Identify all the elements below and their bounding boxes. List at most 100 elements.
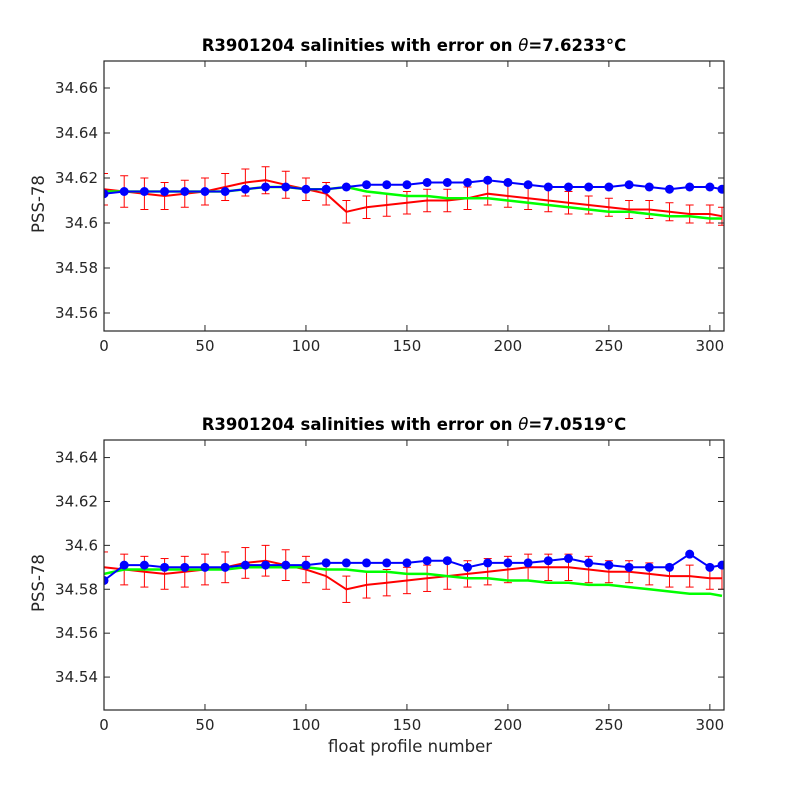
title-title-unit: °C — [606, 415, 626, 434]
data-point — [104, 575, 109, 585]
title-title-prefix: R3901204 salinities with error on — [202, 415, 519, 434]
x-tick-label: 300 — [696, 716, 725, 734]
y-tick-label: 34.6 — [65, 536, 98, 554]
data-point — [664, 562, 674, 572]
data-point — [685, 549, 695, 559]
x-tick-label: 0 — [99, 716, 109, 734]
data-layer — [104, 166, 724, 226]
y-tick-label: 34.56 — [55, 624, 98, 642]
title-title-prefix: R3901204 salinities with error on — [202, 36, 519, 55]
data-point — [543, 556, 553, 566]
data-point — [104, 189, 109, 199]
data-point — [644, 562, 654, 572]
data-point — [220, 562, 230, 572]
title-title-value: =7.6233 — [528, 36, 606, 55]
x-tick-label: 250 — [595, 337, 624, 355]
data-point — [402, 558, 412, 568]
data-point — [200, 562, 210, 572]
data-point — [220, 187, 230, 196]
data-point — [382, 558, 392, 568]
y-tick-label: 34.66 — [55, 79, 98, 97]
data-point — [160, 562, 170, 572]
data-point — [503, 558, 513, 568]
data-point — [382, 180, 392, 190]
data-point — [463, 562, 473, 572]
data-point — [261, 182, 271, 192]
data-point — [685, 182, 695, 192]
y-tick-label: 34.58 — [55, 580, 98, 598]
series-uncalibrated — [104, 175, 724, 199]
chart-title: R3901204 salinities with error on θ=7.05… — [202, 415, 627, 434]
x-tick-label: 150 — [393, 337, 422, 355]
data-point — [563, 182, 573, 192]
data-point — [200, 187, 210, 196]
chart-title: R3901204 salinities with error on θ=7.62… — [202, 36, 627, 55]
data-point — [523, 180, 533, 190]
data-point — [160, 187, 170, 196]
data-point — [362, 558, 372, 568]
data-point — [624, 562, 634, 572]
data-point — [240, 560, 250, 570]
x-tick-label: 250 — [595, 716, 624, 734]
data-point — [281, 182, 291, 192]
data-point — [180, 562, 190, 572]
y-tick-label: 34.6 — [65, 214, 98, 232]
data-point — [584, 182, 594, 192]
data-point — [463, 178, 473, 187]
x-tick-label: 150 — [393, 716, 422, 734]
y-tick-label: 34.56 — [55, 304, 98, 322]
data-point — [523, 558, 533, 568]
chart-panel-2: 0 50 100 150 200 250 300 34.54 34.56 34.58 34.6 34.… — [29, 415, 725, 756]
title-title-theta: θ — [518, 36, 528, 55]
data-point — [442, 178, 452, 187]
data-point — [281, 560, 291, 570]
data-point — [717, 560, 724, 570]
data-point — [604, 182, 614, 192]
data-point — [705, 562, 715, 572]
data-point — [483, 175, 493, 185]
data-layer — [104, 544, 724, 603]
title-title-unit: °C — [606, 36, 626, 55]
data-point — [664, 184, 674, 194]
data-point — [644, 182, 654, 192]
data-point — [624, 180, 634, 190]
data-point — [301, 184, 311, 194]
x-axis-label: float profile number — [328, 737, 492, 756]
data-point — [604, 560, 614, 570]
data-point — [321, 184, 331, 194]
data-point — [422, 178, 432, 187]
x-tick-label: 100 — [292, 716, 321, 734]
data-point — [341, 558, 351, 568]
data-point — [119, 560, 129, 570]
y-tick-label: 34.54 — [55, 668, 98, 686]
data-point — [321, 558, 331, 568]
chart-panel-1: 0 50 100 150 200 250 300 34.56 34.58 34.6 34.62 34.… — [29, 36, 725, 355]
y-axis-label: PSS-78 — [29, 175, 48, 233]
data-point — [503, 178, 513, 187]
y-tick-label: 34.62 — [55, 492, 98, 510]
axes-box — [103, 439, 725, 711]
title-title-value: =7.0519 — [528, 415, 606, 434]
data-point — [563, 554, 573, 564]
data-point — [362, 180, 372, 190]
data-point — [543, 182, 553, 192]
x-tick-label: 200 — [494, 716, 523, 734]
y-tick-label: 34.62 — [55, 169, 98, 187]
data-point — [483, 558, 493, 568]
data-point — [705, 182, 715, 192]
x-tick-label: 200 — [494, 337, 523, 355]
y-axis-label: PSS-78 — [29, 554, 48, 612]
y-tick-label: 34.58 — [55, 259, 98, 277]
data-point — [584, 558, 594, 568]
data-point — [422, 556, 432, 566]
data-point — [402, 180, 412, 190]
series-uncalibrated — [104, 549, 724, 585]
x-tick-label: 50 — [195, 337, 214, 355]
data-point — [139, 560, 149, 570]
data-point — [180, 187, 190, 196]
data-point — [139, 187, 149, 196]
x-tick-label: 50 — [195, 716, 214, 734]
title-title-theta: θ — [518, 415, 528, 434]
y-tick-label: 34.64 — [55, 124, 98, 142]
